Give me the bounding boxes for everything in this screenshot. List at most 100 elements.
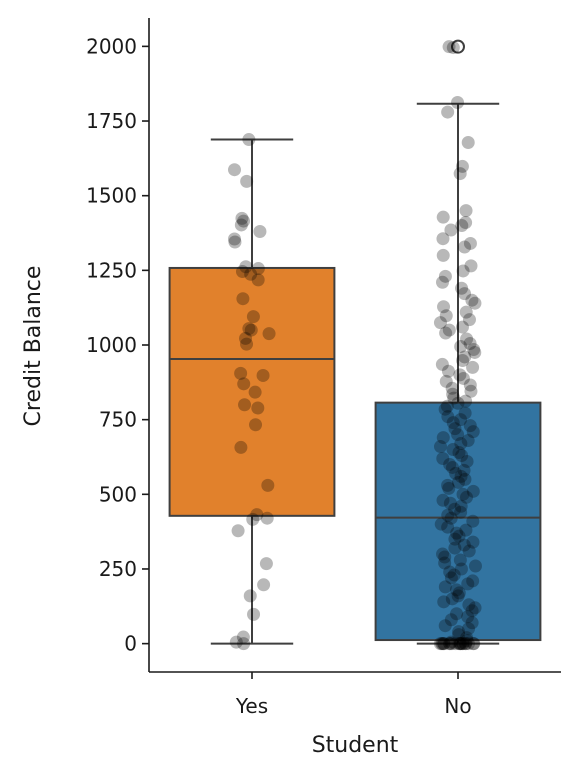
- data-point-no: [433, 316, 447, 330]
- data-point-no: [460, 332, 474, 346]
- data-point-yes: [247, 607, 261, 621]
- data-point-no: [456, 637, 470, 651]
- data-point-no: [459, 394, 473, 408]
- data-point-no: [459, 305, 473, 319]
- data-point-no: [443, 496, 457, 510]
- data-point-no: [464, 259, 478, 273]
- data-point-no: [454, 437, 468, 451]
- data-point-yes: [242, 133, 256, 147]
- data-point-no: [466, 514, 480, 528]
- y-tick-label: 0: [124, 632, 137, 656]
- data-point-no: [443, 565, 457, 579]
- data-point-no: [464, 384, 478, 398]
- data-point-no: [443, 457, 457, 471]
- data-point-no: [461, 577, 475, 591]
- data-point-no: [463, 236, 477, 250]
- data-point-no: [468, 601, 482, 615]
- data-point-yes: [235, 211, 249, 225]
- boxes-layer: [168, 39, 542, 645]
- data-point-no: [458, 406, 472, 420]
- data-point-yes: [234, 366, 248, 380]
- data-point-no: [461, 610, 475, 624]
- data-point-no: [468, 345, 482, 359]
- data-point-no: [445, 460, 459, 474]
- data-point-no: [452, 625, 466, 639]
- data-point-no: [437, 637, 451, 651]
- y-tick-label: 1000: [86, 333, 137, 357]
- data-point-no: [455, 159, 469, 173]
- data-point-no: [447, 391, 461, 405]
- data-point-yes: [231, 524, 245, 538]
- data-point-no: [459, 523, 473, 537]
- data-point-yes: [250, 508, 264, 522]
- data-point-no: [436, 232, 450, 246]
- data-point-yes: [236, 292, 250, 306]
- y-tick-label: 1500: [86, 184, 137, 208]
- data-point-no: [436, 431, 450, 445]
- data-point-yes: [235, 265, 249, 279]
- data-point-no: [439, 374, 453, 388]
- data-point-yes: [234, 218, 248, 232]
- data-point-yes: [246, 512, 260, 526]
- data-point-no: [439, 326, 453, 340]
- data-point-no: [462, 598, 476, 612]
- data-point-yes: [238, 398, 252, 412]
- data-point-no: [442, 481, 456, 495]
- data-point-no: [445, 592, 459, 606]
- data-point-no: [452, 446, 466, 460]
- box-yes: [168, 266, 336, 517]
- data-point-no: [444, 511, 458, 525]
- data-point-yes: [244, 267, 258, 281]
- data-point-yes: [257, 578, 271, 592]
- data-point-no: [436, 547, 450, 561]
- y-tick-label: 1250: [86, 258, 137, 282]
- data-point-no: [449, 466, 463, 480]
- y-tick-label: 1750: [86, 109, 137, 133]
- data-point-no: [448, 502, 462, 516]
- data-point-no: [454, 413, 468, 427]
- data-point-no: [443, 637, 457, 651]
- data-point-no: [437, 637, 451, 651]
- y-tick-label: 250: [99, 557, 137, 581]
- data-point-no: [451, 396, 465, 410]
- data-point-no: [438, 402, 452, 416]
- data-point-no: [465, 616, 479, 630]
- x-ticks: Yes No: [235, 672, 472, 718]
- data-point-no: [458, 240, 472, 254]
- data-point-no: [436, 248, 450, 262]
- data-point-no: [452, 475, 466, 489]
- data-point-no: [462, 622, 476, 636]
- data-point-yes: [227, 163, 241, 177]
- data-point-no: [446, 416, 460, 430]
- data-point-no: [456, 371, 470, 385]
- data-point-no: [437, 300, 451, 314]
- data-point-no: [435, 357, 449, 371]
- data-point-no: [435, 637, 449, 651]
- data-point-no: [461, 136, 475, 150]
- data-point-yes: [251, 273, 265, 287]
- data-point-yes: [229, 635, 243, 649]
- data-point-no: [446, 387, 460, 401]
- data-point-yes: [260, 511, 274, 525]
- data-point-yes: [262, 327, 276, 341]
- data-point-no: [444, 613, 458, 627]
- data-point-no: [461, 434, 475, 448]
- x-tick-label-yes: Yes: [235, 694, 268, 718]
- data-point-no: [463, 419, 477, 433]
- data-point-no: [452, 637, 466, 651]
- data-point-no: [438, 619, 452, 633]
- data-point-no: [465, 604, 479, 618]
- data-point-no: [444, 571, 458, 585]
- box-no: [374, 401, 542, 642]
- data-point-no: [438, 556, 452, 570]
- data-point-no: [446, 443, 460, 457]
- points-layer: [227, 40, 482, 651]
- data-point-no: [441, 410, 455, 424]
- data-point-yes: [246, 310, 260, 324]
- data-point-yes: [259, 557, 273, 571]
- data-point-no: [451, 428, 465, 442]
- data-point-yes: [239, 260, 253, 274]
- data-point-no: [454, 469, 468, 483]
- data-point-no: [467, 637, 481, 651]
- data-point-no: [455, 281, 469, 295]
